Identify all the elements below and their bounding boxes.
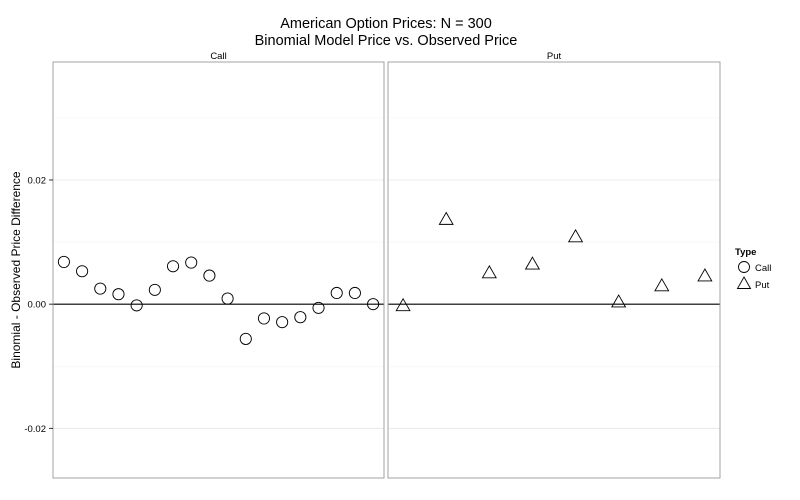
legend: Type Call Put	[735, 247, 771, 291]
data-point-call	[94, 282, 107, 295]
data-point-put	[697, 268, 713, 282]
data-point-call	[367, 298, 380, 311]
data-point-call	[148, 283, 161, 296]
legend-label-call: Call	[755, 263, 771, 274]
panel-put: Put	[387, 51, 721, 479]
data-point-call	[312, 301, 325, 314]
y-tick-label: 0.00	[28, 300, 47, 311]
data-point-put	[654, 278, 670, 292]
data-point-call	[221, 292, 234, 305]
legend-triangle-icon	[736, 276, 752, 289]
legend-label-put: Put	[755, 280, 770, 291]
data-point-put	[438, 211, 454, 225]
chart-title: American Option Prices: N = 300	[280, 16, 492, 32]
data-point-put	[567, 228, 584, 243]
chart-title-group: American Option Prices: N = 300 Binomial…	[255, 16, 518, 49]
y-axis: -0.02 0.00 0.02	[24, 175, 53, 435]
panel-frame	[387, 61, 721, 479]
panel-call: Call	[52, 51, 385, 479]
data-point-put	[524, 256, 541, 270]
data-point-call	[112, 288, 125, 301]
data-point-call	[130, 299, 143, 312]
data-point-call	[330, 286, 343, 300]
legend-title: Type	[735, 247, 756, 258]
panel-strip-label: Put	[547, 51, 562, 62]
chart-subtitle: Binomial Model Price vs. Observed Price	[255, 33, 518, 49]
data-point-call	[57, 255, 70, 268]
y-tick-label: 0.02	[28, 175, 47, 186]
panels-layer: Call Put	[52, 51, 721, 479]
data-point-call	[76, 265, 89, 278]
legend-circle-icon	[738, 261, 750, 273]
panel-frame	[52, 61, 385, 479]
data-point-call	[166, 260, 180, 273]
data-point-call	[348, 286, 361, 300]
data-point-put	[481, 265, 497, 279]
data-point-put	[395, 297, 411, 312]
data-point-call	[276, 316, 289, 329]
data-point-call	[239, 332, 252, 345]
y-tick-label: -0.02	[24, 424, 46, 435]
y-axis-title: Binomial - Observed Price Difference	[9, 171, 23, 369]
data-point-call	[185, 256, 198, 269]
data-point-put	[611, 294, 627, 308]
data-point-call	[294, 311, 307, 324]
data-point-call	[203, 269, 216, 282]
data-point-call	[257, 312, 271, 325]
panel-strip-label: Call	[210, 51, 226, 62]
